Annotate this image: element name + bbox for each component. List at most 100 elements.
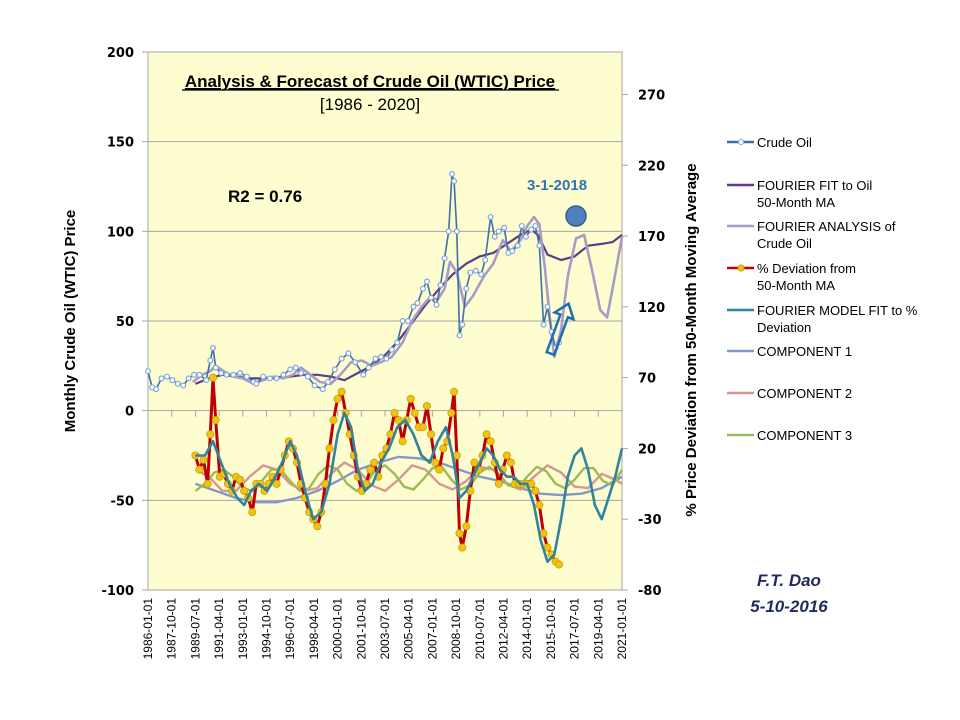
data-point	[203, 479, 212, 488]
data-point	[248, 508, 257, 517]
x-tick-label: 1994-10-01	[260, 598, 274, 660]
legend-label: COMPONENT 2	[757, 386, 852, 401]
data-point	[377, 353, 384, 360]
data-point	[209, 373, 218, 382]
legend-item: FOURIER ANALYSIS of Crude Oil	[727, 219, 896, 251]
x-tick-label: 1987-10-01	[165, 598, 179, 660]
data-point	[419, 285, 426, 292]
gridlines	[148, 141, 622, 501]
data-point	[463, 285, 470, 292]
legend-label: % Deviation from	[757, 261, 856, 276]
author-label: F.T. Dao	[757, 571, 821, 590]
data-point	[399, 318, 406, 325]
x-tick-label: 2003-07-01	[378, 598, 392, 660]
data-point	[292, 364, 299, 371]
y-tick-label: -50	[111, 494, 135, 509]
legend-label: 50-Month MA	[757, 278, 835, 293]
legend: Crude Oil FOURIER FIT to Oil 50-Month MA FO…	[727, 135, 918, 443]
data-point	[360, 371, 367, 378]
data-point	[260, 373, 267, 380]
x-tick-label: 2019-04-01	[591, 598, 605, 660]
data-point	[531, 486, 540, 495]
data-point	[491, 233, 498, 240]
data-point	[486, 437, 495, 446]
x-tick-label: 2007-01-01	[425, 598, 439, 660]
legend-label: Crude Oil	[757, 236, 812, 251]
data-point	[195, 465, 204, 474]
x-tick-label: 1991-04-01	[212, 598, 226, 660]
y2-tick-label: 220	[638, 159, 665, 174]
data-point	[203, 377, 210, 384]
data-point	[153, 386, 160, 393]
data-point	[449, 170, 456, 177]
forecast-date-annotation: 3-1-2018	[527, 177, 587, 194]
legend-label: FOURIER FIT to Oil	[757, 178, 872, 193]
x-tick-label: 1996-07-01	[283, 598, 297, 660]
data-point	[158, 375, 165, 382]
data-point	[212, 364, 219, 371]
legend-item: COMPONENT 2	[727, 386, 852, 401]
series-line	[194, 464, 624, 493]
y-axis-title: Monthly Crude Oil (WTIC) Price	[62, 210, 79, 433]
x-tick-label: 2014-01-01	[520, 598, 534, 660]
data-point	[243, 373, 250, 380]
series-line	[194, 461, 623, 493]
data-point	[422, 401, 431, 410]
series-line	[195, 455, 623, 504]
data-point	[453, 228, 460, 235]
data-point	[458, 543, 467, 552]
data-point	[405, 318, 412, 325]
legend-label: Deviation	[757, 320, 811, 335]
data-point	[427, 430, 436, 439]
data-point	[487, 213, 494, 220]
data-point	[433, 301, 440, 308]
data-point	[394, 339, 401, 346]
data-point	[472, 267, 479, 274]
data-point	[206, 430, 215, 439]
series-component-3	[194, 464, 624, 493]
data-point	[506, 458, 515, 467]
y2-tick-label: 270	[638, 88, 665, 103]
data-point	[441, 255, 448, 262]
data-point	[333, 394, 342, 403]
data-point	[365, 364, 372, 371]
legend-item: COMPONENT 1	[727, 344, 852, 359]
data-point	[383, 355, 390, 362]
data-point	[313, 522, 322, 531]
x-tick-label: 2012-04-01	[497, 598, 511, 660]
x-tick-label: 2017-07-01	[568, 598, 582, 660]
x-tick-label: 1998-04-01	[307, 598, 321, 660]
r2-annotation: R2 = 0.76	[228, 187, 302, 206]
data-point	[280, 371, 287, 378]
chart-subtitle: [1986 - 2020]	[320, 95, 420, 114]
y-tick-label: 150	[107, 136, 134, 151]
data-point	[329, 416, 338, 425]
forecast-marker	[565, 205, 587, 227]
data-point	[207, 357, 214, 364]
data-point	[502, 451, 511, 460]
data-point	[196, 371, 203, 378]
left-axis: 200 150 100 50 0 -50 -100	[101, 46, 148, 599]
data-point	[414, 300, 421, 307]
data-point	[437, 282, 444, 289]
y-tick-label: 100	[107, 225, 134, 240]
data-point	[298, 370, 305, 377]
y-tick-label: 0	[125, 405, 134, 420]
data-point	[478, 271, 485, 278]
x-axis: 1986-01-01 1987-10-01 1989-07-01 1991-04-01…	[141, 410, 629, 660]
data-point	[266, 375, 273, 382]
data-point	[514, 242, 521, 249]
legend-marker	[737, 264, 745, 272]
data-point	[451, 178, 458, 185]
data-point	[418, 423, 427, 432]
data-point	[494, 479, 503, 488]
data-point	[482, 257, 489, 264]
series-component-1	[195, 455, 623, 504]
data-point	[169, 377, 176, 384]
data-point	[540, 321, 547, 328]
data-point	[174, 380, 181, 387]
y2-tick-label: 20	[638, 442, 656, 457]
x-tick-label: 2015-10-01	[544, 598, 558, 660]
data-point	[236, 475, 245, 484]
data-point	[319, 386, 326, 393]
